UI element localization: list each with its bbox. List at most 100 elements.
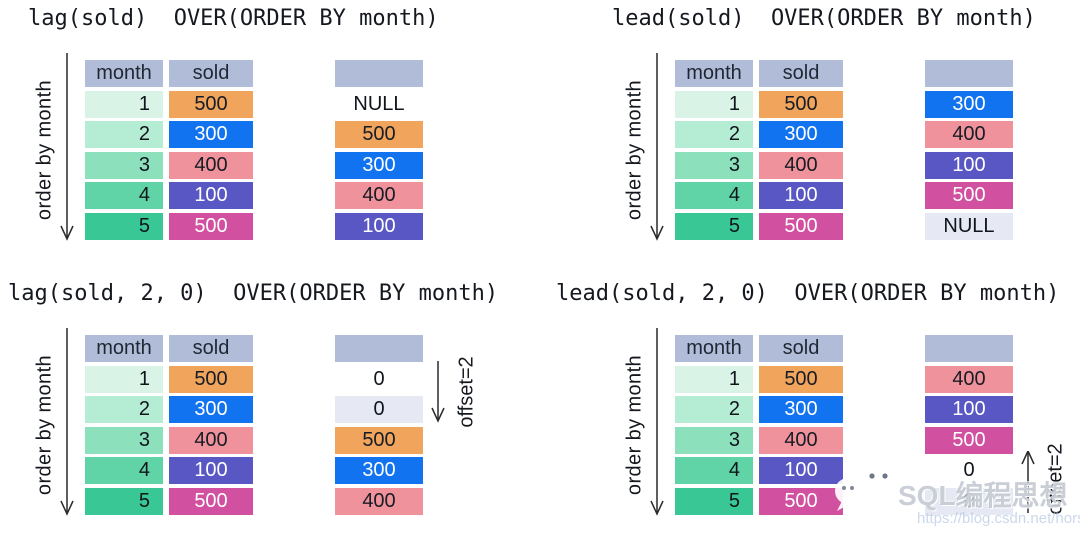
sql-expression-title: lead(sold, 2, 0) OVER(ORDER BY month) (556, 281, 1060, 306)
sold-cell: 400 (169, 151, 253, 179)
panel-lead: lead(sold) OVER(ORDER BY month) order by… (590, 0, 1080, 272)
result-cell: 500 (335, 426, 423, 454)
sold-cell: 500 (169, 487, 253, 515)
sql-expression-title: lag(sold) OVER(ORDER BY month) (28, 6, 439, 31)
sql-expression-title: lag(sold, 2, 0) OVER(ORDER BY month) (8, 281, 499, 306)
month-cell: 2 (675, 121, 753, 149)
result-column: 0 0 500 300 400 (335, 335, 423, 515)
result-cell: NULL (353, 92, 405, 115)
month-cell: 3 (85, 151, 163, 179)
result-column-header (925, 335, 1013, 362)
result-column: NULL 500 300 400 100 (335, 60, 423, 240)
month-cell: 5 (85, 212, 163, 240)
month-cell: 4 (675, 457, 753, 485)
column-header-month: month (85, 60, 163, 87)
panel-lag-offset: lag(sold, 2, 0) OVER(ORDER BY month) ord… (0, 275, 540, 543)
order-direction-arrow (60, 328, 74, 516)
sold-cell: 400 (169, 426, 253, 454)
result-cell: 400 (335, 182, 423, 210)
month-cell: 1 (675, 365, 753, 393)
order-by-month-label: order by month (33, 354, 56, 496)
month-cell: 5 (675, 487, 753, 515)
column-header-sold: sold (759, 60, 843, 87)
column-header-sold: sold (169, 335, 253, 362)
month-cell: 3 (85, 426, 163, 454)
result-cell: 400 (925, 121, 1013, 149)
offset-label: offset=2 (455, 356, 478, 428)
sold-cell: 100 (169, 182, 253, 210)
column-header-month: month (675, 335, 753, 362)
data-table: month sold 1 500 2 300 3 400 4 100 5 500 (85, 60, 253, 240)
month-cell: 2 (85, 396, 163, 424)
data-table: month sold 1 500 2 300 3 400 4 100 5 500 (675, 335, 843, 515)
month-cell: 4 (85, 457, 163, 485)
sold-cell: 500 (759, 365, 843, 393)
order-by-month-label: order by month (623, 354, 646, 496)
sold-cell: 300 (759, 121, 843, 149)
offset-label: offset=2 (1044, 443, 1067, 515)
data-table: month sold 1 500 2 300 3 400 4 100 5 500 (675, 60, 843, 240)
month-cell: 2 (675, 396, 753, 424)
result-column: 400 100 500 0 0 (925, 335, 1013, 515)
sold-cell: 500 (169, 365, 253, 393)
month-cell: 5 (85, 487, 163, 515)
month-cell: 3 (675, 151, 753, 179)
month-cell: 4 (85, 182, 163, 210)
month-cell: 5 (675, 212, 753, 240)
sold-cell: 100 (759, 182, 843, 210)
panel-lead-offset: lead(sold, 2, 0) OVER(ORDER BY month) or… (556, 275, 1080, 543)
offset-down-arrow (431, 361, 445, 423)
column-header-month: month (675, 60, 753, 87)
result-cell: 0 (925, 487, 1013, 515)
order-by-month-label: order by month (623, 79, 646, 221)
column-header-month: month (85, 335, 163, 362)
result-cell: 400 (335, 487, 423, 515)
column-header-sold: sold (759, 335, 843, 362)
order-direction-arrow (650, 53, 664, 241)
sold-cell: 400 (759, 426, 843, 454)
result-cell: 100 (925, 151, 1013, 179)
result-cell: 0 (963, 459, 975, 482)
result-cell: 500 (335, 121, 423, 149)
order-direction-arrow (60, 53, 74, 241)
sold-cell: 500 (759, 212, 843, 240)
month-cell: 2 (85, 121, 163, 149)
result-cell: NULL (925, 212, 1013, 240)
sold-cell: 400 (759, 151, 843, 179)
result-cell: 100 (925, 396, 1013, 424)
sold-cell: 300 (169, 396, 253, 424)
sold-cell: 500 (169, 212, 253, 240)
result-cell: 500 (925, 182, 1013, 210)
month-cell: 1 (85, 365, 163, 393)
offset-up-arrow (1021, 451, 1035, 513)
sold-cell: 500 (169, 90, 253, 118)
panel-lag: lag(sold) OVER(ORDER BY month) order by … (0, 0, 540, 272)
sold-cell: 100 (759, 457, 843, 485)
result-cell: 300 (925, 90, 1013, 118)
result-cell: 0 (335, 396, 423, 424)
result-cell: 0 (373, 367, 385, 390)
month-cell: 4 (675, 182, 753, 210)
result-cell: 400 (925, 365, 1013, 393)
data-table: month sold 1 500 2 300 3 400 4 100 5 500 (85, 335, 253, 515)
result-cell: 300 (335, 457, 423, 485)
column-header-sold: sold (169, 60, 253, 87)
sold-cell: 500 (759, 90, 843, 118)
order-by-month-label: order by month (33, 79, 56, 221)
sold-cell: 100 (169, 457, 253, 485)
order-direction-arrow (650, 328, 664, 516)
result-cell: 300 (335, 151, 423, 179)
sold-cell: 300 (169, 121, 253, 149)
result-column-header (925, 60, 1013, 87)
result-cell: 100 (335, 212, 423, 240)
result-cell: 500 (925, 426, 1013, 454)
result-column: 300 400 100 500 NULL (925, 60, 1013, 240)
sold-cell: 500 (759, 487, 843, 515)
sql-expression-title: lead(sold) OVER(ORDER BY month) (612, 6, 1036, 31)
month-cell: 1 (675, 90, 753, 118)
month-cell: 1 (85, 90, 163, 118)
sold-cell: 300 (759, 396, 843, 424)
month-cell: 3 (675, 426, 753, 454)
result-column-header (335, 335, 423, 362)
